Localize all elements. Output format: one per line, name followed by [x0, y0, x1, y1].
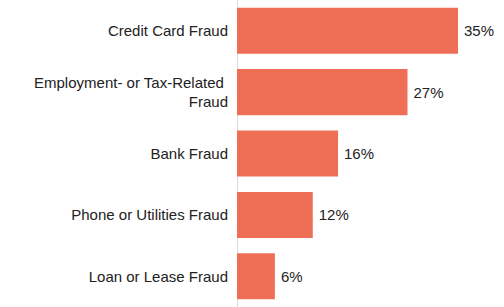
svg-text:Credit Card Fraud: Credit Card Fraud — [108, 22, 228, 39]
svg-text:16%: 16% — [344, 145, 374, 162]
svg-text:Employment- or Tax-Related: Employment- or Tax-Related — [34, 74, 228, 91]
svg-text:Fraud: Fraud — [189, 93, 228, 110]
svg-text:6%: 6% — [281, 268, 303, 285]
svg-text:27%: 27% — [413, 84, 443, 101]
svg-text:12%: 12% — [319, 206, 349, 223]
svg-text:Bank Fraud: Bank Fraud — [150, 145, 228, 162]
svg-text:Loan or Lease Fraud: Loan or Lease Fraud — [89, 268, 228, 285]
svg-text:Phone or Utilities Fraud: Phone or Utilities Fraud — [71, 206, 228, 223]
svg-text:35%: 35% — [464, 22, 494, 39]
